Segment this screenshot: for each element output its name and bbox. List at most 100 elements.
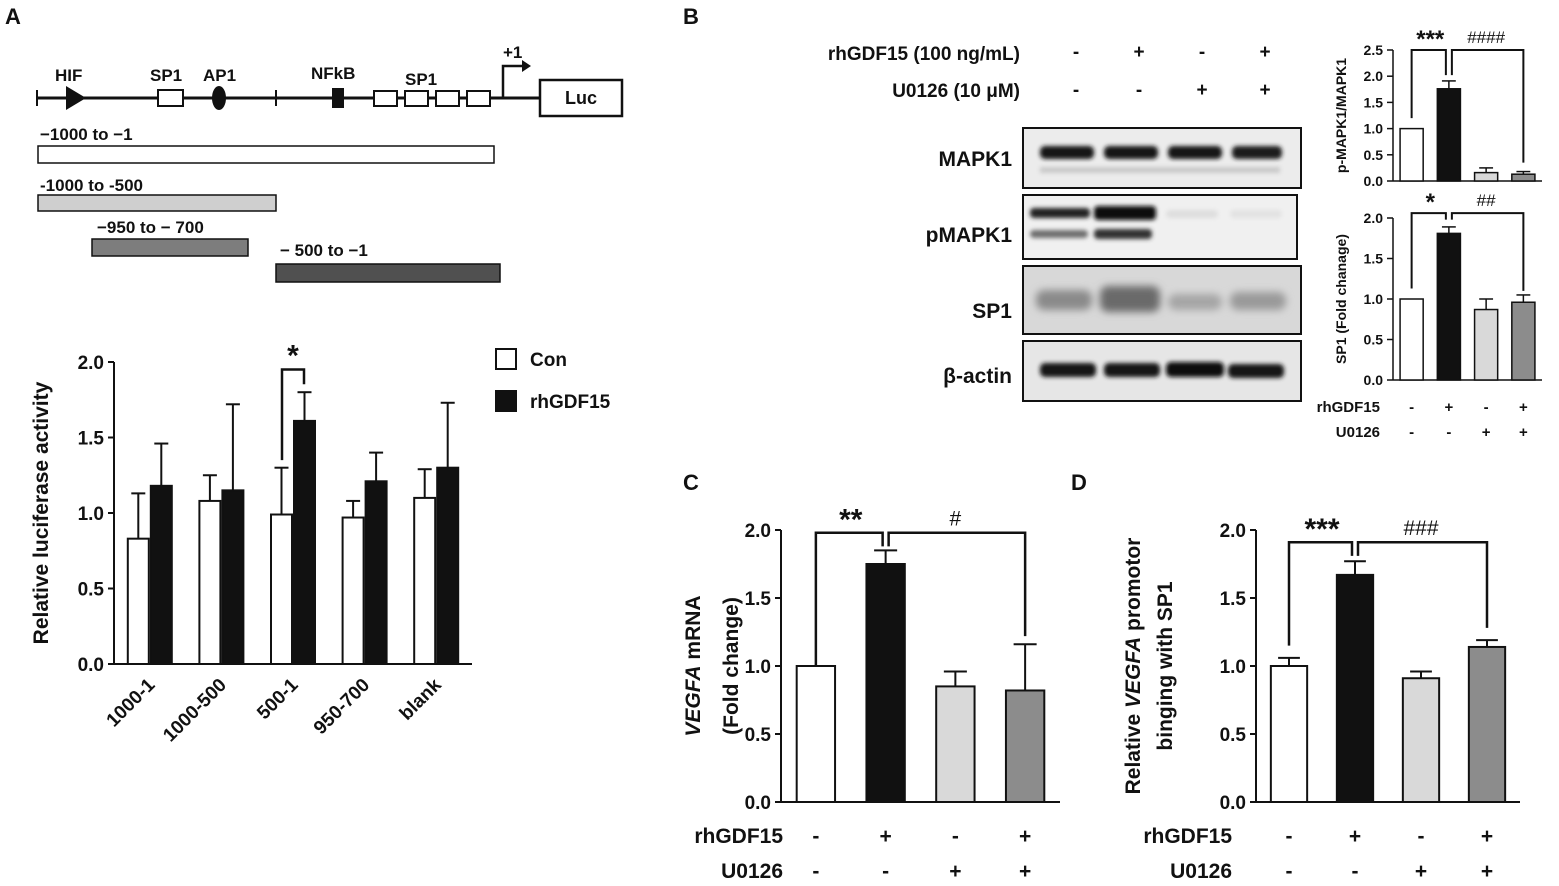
y-tick-label: 0.5 bbox=[745, 725, 772, 746]
bar bbox=[1004, 689, 1046, 803]
blot-row-label: MAPK1 bbox=[938, 148, 1012, 171]
treatment-sign: - bbox=[812, 825, 819, 848]
blot-bands-mapk1 bbox=[1040, 146, 1282, 173]
treatment-label: rhGDF15 bbox=[1143, 825, 1232, 848]
bar bbox=[293, 419, 316, 666]
significance-marker: *** bbox=[1304, 513, 1339, 546]
bar bbox=[341, 516, 365, 666]
y-axis-title: p-MAPK1/MAPK1 bbox=[1333, 58, 1349, 173]
construct-bar bbox=[37, 145, 495, 164]
y-tick-label: 0.0 bbox=[1364, 372, 1384, 388]
chart-b2-sp1-fold: 0.0 0.5 1.0 1.5 2.0 * ## rhGDF15 - + - + U0126 - - + + SP… bbox=[1317, 189, 1542, 441]
treatment-sign: + bbox=[1444, 399, 1453, 416]
treatment-sign: - bbox=[1409, 399, 1414, 416]
treatment-sign: + bbox=[1519, 399, 1528, 416]
y-tick-label: 2.0 bbox=[78, 353, 104, 374]
y-tick-label: 1.5 bbox=[1364, 251, 1384, 267]
blot-strip-pmapk1 bbox=[1022, 194, 1298, 260]
y-tick-label: 1.5 bbox=[1220, 589, 1247, 610]
y-axis-title-rest: mRNA bbox=[682, 595, 705, 665]
significance-bracket bbox=[1287, 540, 1354, 646]
y-tick-label: 0.5 bbox=[1220, 725, 1247, 746]
treatment-sign: - bbox=[1286, 860, 1293, 883]
legend-label-rhgdf15: rhGDF15 bbox=[530, 392, 611, 413]
bar bbox=[1511, 301, 1536, 381]
y-tick-label: 0.0 bbox=[78, 655, 104, 676]
bar bbox=[1467, 645, 1507, 804]
y-tick-label: 1.0 bbox=[1364, 291, 1384, 307]
y-axis-title: VEGFA mRNA bbox=[682, 595, 705, 736]
treatment-label: rhGDF15 bbox=[694, 825, 783, 848]
bar bbox=[865, 563, 906, 803]
treatment-sign: + bbox=[1415, 860, 1427, 883]
significance-bracket bbox=[887, 531, 1027, 637]
y-tick-label: 1.0 bbox=[745, 657, 771, 678]
ap1-site-marker bbox=[212, 86, 226, 110]
site-label-sp1-cluster: SP1 bbox=[405, 70, 437, 89]
treatment-sign: + bbox=[1481, 825, 1493, 848]
treatment-sign: + bbox=[879, 825, 891, 848]
treatment-sign: + bbox=[1259, 80, 1270, 101]
treatment-sign: - bbox=[1418, 825, 1425, 848]
y-tick-label: 1.0 bbox=[78, 504, 104, 525]
sp1-site-marker bbox=[435, 90, 460, 107]
bar bbox=[1399, 127, 1424, 182]
y-tick-label: 1.5 bbox=[745, 589, 772, 610]
bar bbox=[1473, 171, 1499, 182]
treatment-label: U0126 bbox=[1336, 424, 1380, 441]
significance-bracket bbox=[1450, 49, 1525, 163]
y-tick-label: 0.5 bbox=[1364, 332, 1384, 348]
blot-row-label: β-actin bbox=[943, 365, 1012, 388]
blot-row-label: SP1 bbox=[972, 300, 1012, 323]
site-label-hif: HIF bbox=[55, 66, 82, 85]
hif-site-marker bbox=[66, 86, 86, 110]
treatment-sign: - bbox=[1484, 399, 1489, 416]
treatment-sign: + bbox=[1481, 860, 1493, 883]
chart-d-vegfa-promoter: 0.0 0.5 1.0 1.5 2.0 *** ### rhGDF15 - + - + U0126 - - +… bbox=[1122, 513, 1520, 883]
sp1-site-marker bbox=[466, 90, 491, 107]
bar bbox=[221, 489, 245, 665]
blot-row-label: pMAPK1 bbox=[926, 224, 1013, 247]
significance-marker: ### bbox=[1403, 517, 1438, 540]
sp1-site-marker bbox=[157, 89, 184, 107]
y-axis-title: Relative luciferase activity bbox=[30, 381, 53, 644]
treatment-sign: + bbox=[1196, 80, 1207, 101]
tss-arrowhead bbox=[522, 60, 531, 72]
bar bbox=[1436, 88, 1462, 182]
site-label-sp1: SP1 bbox=[150, 66, 182, 85]
treatment-label: U0126 bbox=[1170, 860, 1232, 883]
panel-label-a: A bbox=[5, 4, 21, 29]
treatment-sign: + bbox=[1133, 42, 1144, 63]
treatment-sign: + bbox=[1482, 424, 1491, 441]
significance-marker: * bbox=[1426, 189, 1436, 216]
bar bbox=[270, 513, 293, 666]
y-tick-label: 2.0 bbox=[745, 521, 771, 542]
y-axis-title-italic: VEGFA bbox=[1122, 637, 1145, 708]
y-tick-label: 0.5 bbox=[78, 579, 105, 600]
luc-reporter-box bbox=[538, 78, 624, 118]
promoter-diagram: HIF SP1 AP1 NFkB SP1 +1 Luc bbox=[36, 43, 624, 118]
y-axis-title-line2: binging with SP1 bbox=[1154, 581, 1177, 750]
treatment-sign: - bbox=[1199, 42, 1205, 63]
sp1-site-marker bbox=[373, 90, 398, 107]
y-tick-label: 2.5 bbox=[1364, 42, 1384, 58]
construct-bar bbox=[275, 263, 501, 283]
treatment-label: rhGDF15 bbox=[1317, 399, 1380, 416]
chart-b1-pmapk1-ratio: 0.0 0.5 1.0 1.5 2.0 2.5 *** #### p-MAPK1/MAPK1 bbox=[1333, 26, 1542, 189]
x-tick-label: blank bbox=[396, 674, 446, 724]
legend-label-con: Con bbox=[530, 350, 567, 371]
treatment-sign: + bbox=[1259, 42, 1270, 63]
significance-bracket bbox=[280, 368, 306, 461]
nfkb-site-marker bbox=[332, 88, 344, 108]
bar bbox=[1473, 308, 1499, 381]
bar bbox=[436, 466, 460, 666]
treatment-sign: - bbox=[1073, 42, 1079, 63]
y-axis-title-pre: Relative bbox=[1122, 708, 1145, 794]
y-tick-label: 1.0 bbox=[1220, 657, 1246, 678]
x-tick-label: 1000-1 bbox=[103, 674, 160, 731]
treatment-sign: - bbox=[1409, 424, 1414, 441]
x-tick-label: 500-1 bbox=[253, 674, 303, 724]
significance-marker: # bbox=[950, 508, 962, 531]
panel-label-c: C bbox=[683, 470, 699, 495]
